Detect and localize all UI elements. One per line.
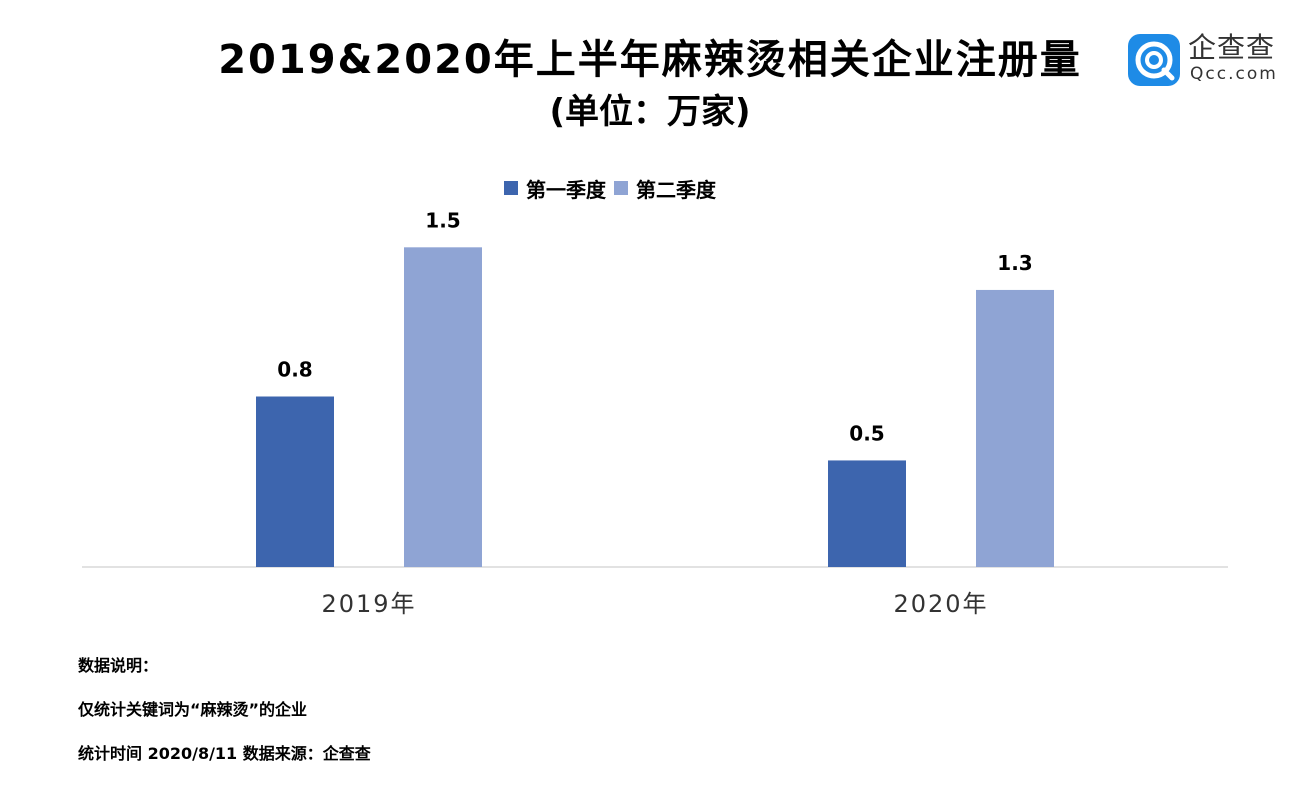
legend-swatch-q2 bbox=[614, 181, 628, 195]
logo-domain: Qcc.com bbox=[1190, 64, 1278, 84]
legend-item-q2: 第二季度 bbox=[614, 174, 716, 203]
bar-value-label: 0.8 bbox=[277, 358, 312, 382]
logo-name: 企查查 bbox=[1188, 31, 1276, 64]
x-tick-label: 2019年 bbox=[321, 590, 416, 618]
x-tick-label: 2020年 bbox=[893, 590, 988, 618]
notes-heading: 数据说明： bbox=[78, 656, 159, 675]
legend-label-q2: 第二季度 bbox=[636, 177, 716, 202]
bar-第二季度-2020年 bbox=[976, 289, 1054, 567]
notes-line-1: 仅统计关键词为“麻辣烫”的企业 bbox=[78, 700, 308, 719]
bar-value-label: 0.5 bbox=[849, 421, 884, 445]
notes-line-2: 统计时间 2020/8/11 数据来源：企查查 bbox=[78, 744, 371, 763]
bar-第二季度-2019年 bbox=[404, 247, 482, 567]
chart-title: 2019&2020年上半年麻辣烫相关企业注册量 bbox=[218, 37, 1082, 83]
qcc-logo-icon bbox=[1128, 34, 1180, 86]
bar-value-label: 1.5 bbox=[425, 208, 460, 232]
qcc-logo: 企查查 Qcc.com bbox=[1128, 30, 1288, 90]
bar-第一季度-2020年 bbox=[828, 460, 906, 567]
chart-subtitle: (单位：万家) bbox=[549, 92, 751, 132]
chart-legend: 第一季度 第二季度 bbox=[504, 174, 724, 202]
legend-label-q1: 第一季度 bbox=[526, 177, 606, 202]
legend-item-q1: 第一季度 bbox=[504, 174, 606, 203]
legend-swatch-q1 bbox=[504, 181, 518, 195]
bar-value-label: 1.3 bbox=[997, 251, 1032, 275]
bar-第一季度-2019年 bbox=[256, 396, 334, 567]
